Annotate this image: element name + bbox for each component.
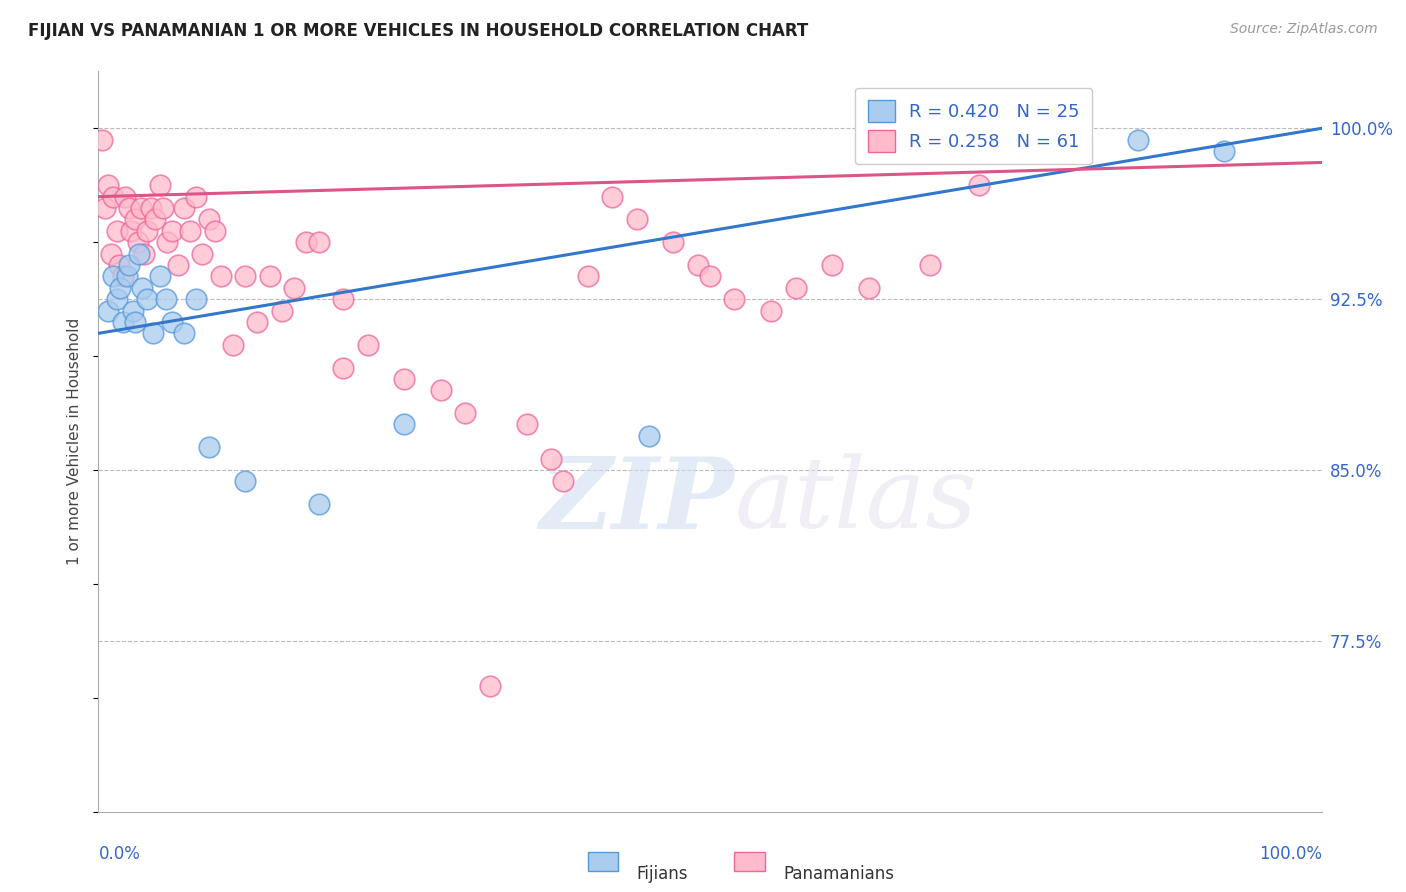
- Point: [139, 201, 162, 215]
- FancyBboxPatch shape: [734, 853, 765, 871]
- Point: [920, 258, 942, 272]
- Text: 100.0%: 100.0%: [1258, 845, 1322, 863]
- Point: [209, 269, 232, 284]
- Point: [186, 292, 208, 306]
- Point: [626, 212, 648, 227]
- Point: [283, 281, 305, 295]
- Point: [111, 269, 134, 284]
- Point: [152, 201, 174, 215]
- Point: [118, 258, 141, 272]
- Point: [186, 189, 208, 203]
- Point: [478, 680, 501, 694]
- Point: [105, 292, 128, 306]
- Point: [124, 315, 146, 329]
- Point: [785, 281, 807, 295]
- Text: ZIP: ZIP: [540, 452, 734, 549]
- Text: atlas: atlas: [734, 453, 977, 549]
- Point: [761, 303, 783, 318]
- Point: [173, 326, 195, 341]
- Point: [160, 224, 183, 238]
- Point: [246, 315, 269, 329]
- Point: [222, 337, 245, 351]
- Point: [332, 360, 354, 375]
- Text: FIJIAN VS PANAMANIAN 1 OR MORE VEHICLES IN HOUSEHOLD CORRELATION CHART: FIJIAN VS PANAMANIAN 1 OR MORE VEHICLES …: [28, 22, 808, 40]
- Point: [723, 292, 745, 306]
- Point: [160, 315, 183, 329]
- Point: [858, 281, 880, 295]
- Point: [121, 303, 143, 318]
- Point: [308, 235, 330, 250]
- Point: [430, 384, 453, 398]
- Point: [91, 133, 114, 147]
- Point: [516, 417, 538, 432]
- Point: [142, 326, 165, 341]
- Legend: R = 0.420   N = 25, R = 0.258   N = 61: R = 0.420 N = 25, R = 0.258 N = 61: [855, 87, 1092, 164]
- Point: [110, 281, 132, 295]
- Point: [118, 201, 141, 215]
- Point: [136, 224, 159, 238]
- Point: [662, 235, 685, 250]
- Point: [270, 303, 294, 318]
- Point: [129, 201, 152, 215]
- Y-axis label: 1 or more Vehicles in Household: 1 or more Vehicles in Household: [67, 318, 83, 566]
- Point: [136, 292, 159, 306]
- Point: [699, 269, 721, 284]
- Point: [149, 269, 172, 284]
- Point: [821, 258, 844, 272]
- Point: [295, 235, 318, 250]
- Text: Panamanians: Panamanians: [783, 865, 894, 883]
- Point: [392, 417, 416, 432]
- Point: [93, 201, 115, 215]
- Point: [114, 189, 136, 203]
- FancyBboxPatch shape: [588, 853, 619, 871]
- Point: [100, 246, 122, 260]
- Text: Fijians: Fijians: [637, 865, 688, 883]
- Point: [197, 212, 219, 227]
- Point: [204, 224, 226, 238]
- Point: [131, 281, 153, 295]
- Point: [101, 189, 124, 203]
- Point: [1128, 133, 1150, 147]
- Point: [132, 246, 155, 260]
- Point: [143, 212, 166, 227]
- Point: [1212, 144, 1234, 158]
- Point: [108, 258, 131, 272]
- Point: [128, 246, 150, 260]
- Point: [191, 246, 214, 260]
- Point: [120, 224, 142, 238]
- Point: [173, 201, 195, 215]
- Point: [600, 189, 623, 203]
- Point: [967, 178, 990, 193]
- Point: [686, 258, 709, 272]
- Point: [127, 235, 149, 250]
- Point: [167, 258, 190, 272]
- Point: [124, 212, 146, 227]
- Point: [259, 269, 281, 284]
- Point: [332, 292, 354, 306]
- Text: Source: ZipAtlas.com: Source: ZipAtlas.com: [1230, 22, 1378, 37]
- Point: [308, 497, 330, 511]
- Point: [115, 269, 138, 284]
- Point: [638, 429, 661, 443]
- Point: [392, 372, 416, 386]
- Point: [540, 451, 562, 466]
- Point: [155, 292, 177, 306]
- Point: [576, 269, 599, 284]
- Point: [179, 224, 201, 238]
- Point: [233, 475, 256, 489]
- Point: [111, 315, 134, 329]
- Point: [97, 303, 120, 318]
- Point: [356, 337, 378, 351]
- Text: 0.0%: 0.0%: [98, 845, 141, 863]
- Point: [553, 475, 575, 489]
- Point: [156, 235, 179, 250]
- Point: [454, 406, 477, 420]
- Point: [233, 269, 256, 284]
- Point: [97, 178, 120, 193]
- Point: [101, 269, 124, 284]
- Point: [105, 224, 128, 238]
- Point: [197, 440, 219, 454]
- Point: [149, 178, 172, 193]
